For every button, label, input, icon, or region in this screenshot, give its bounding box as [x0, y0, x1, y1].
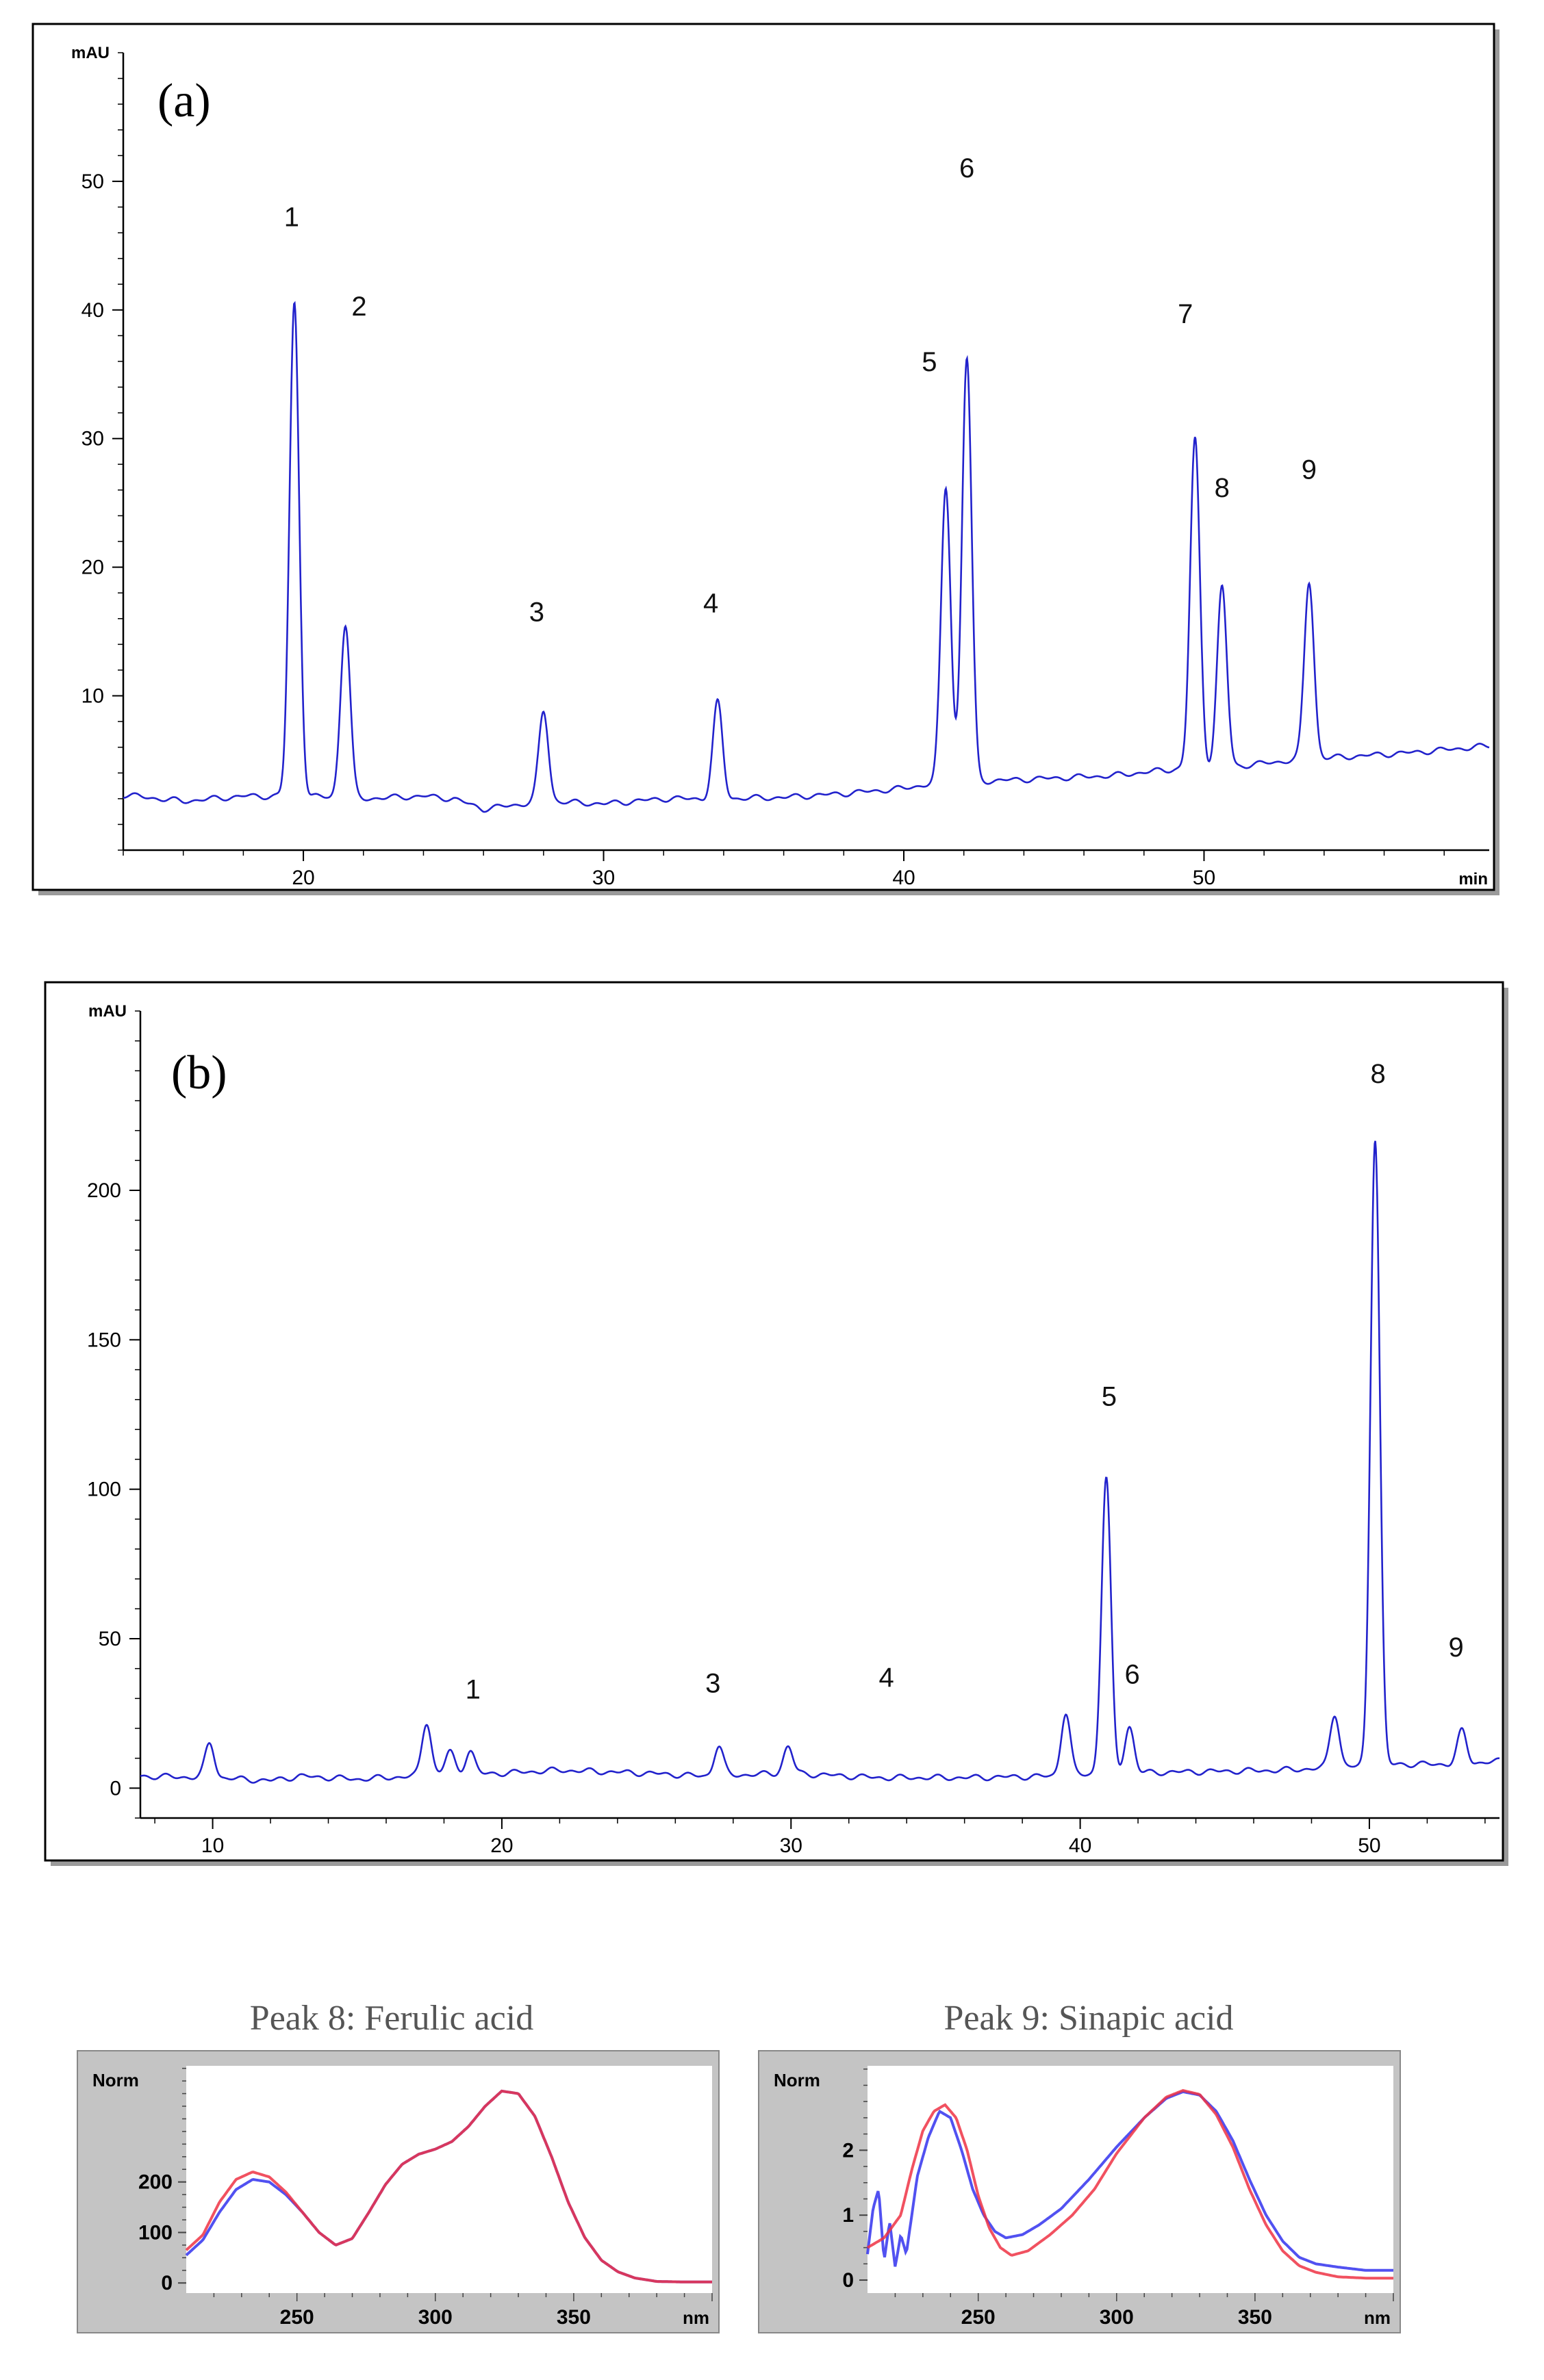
spectrum-title: Peak 8: Ferulic acid	[250, 1999, 533, 2038]
y-tick-label: 0	[110, 1777, 121, 1800]
y-tick-label: 20	[81, 556, 104, 579]
x-tick-label: 20	[490, 1834, 513, 1857]
chromatogram-b: 0 50 100 150 200 10 20 30 40 50 mAU (b) 1 3 4 5 6 8 9	[44, 981, 1508, 1866]
x-tick-label: 40	[892, 867, 915, 889]
x-axis-unit: nm	[683, 2307, 709, 2328]
y-tick-label: 0	[161, 2272, 173, 2294]
peak-number-label: 2	[351, 292, 366, 322]
signal-trace	[140, 1140, 1500, 1784]
x-tick-label: 30	[780, 1834, 802, 1857]
peak-number-label: 4	[879, 1663, 894, 1693]
panel-label: (b)	[171, 1047, 227, 1099]
x-axis-unit: min	[1458, 870, 1488, 888]
peak-number-label: 7	[1178, 299, 1193, 329]
x-tick-label: 20	[292, 867, 314, 889]
y-axis-unit: mAU	[71, 44, 110, 62]
y-tick-label: 50	[99, 1628, 121, 1650]
x-tick-label: 300	[1100, 2306, 1134, 2329]
peak-number-label: 1	[466, 1674, 481, 1704]
x-tick-label: 350	[1238, 2306, 1272, 2329]
peak-number-label: 8	[1370, 1059, 1385, 1089]
y-axis-unit: Norm	[92, 2070, 139, 2090]
y-axis-unit: mAU	[88, 1002, 127, 1021]
peak-number-label: 3	[529, 598, 544, 628]
peak-number-label: 6	[1125, 1660, 1140, 1690]
y-tick-label: 200	[87, 1179, 121, 1202]
spectrum-ferulic: Peak 8: Ferulic acid 0 100 200 250 300 350 Norm…	[77, 1999, 720, 2333]
peak-number-label: 1	[284, 203, 299, 233]
chart-frame	[31, 23, 1495, 891]
x-tick-label: 250	[961, 2306, 996, 2329]
y-tick-label: 2	[842, 2139, 854, 2162]
x-tick-label: 10	[201, 1834, 224, 1857]
y-axis-unit: Norm	[774, 2070, 820, 2090]
peak-number-label: 9	[1449, 1633, 1464, 1663]
x-tick-label: 50	[1358, 1834, 1380, 1857]
x-tick-label: 40	[1069, 1834, 1091, 1857]
y-tick-label: 1	[842, 2204, 854, 2227]
peak-number-label: 5	[922, 347, 937, 377]
x-tick-label: 50	[1193, 867, 1215, 889]
spectrum-series-0	[866, 2090, 1393, 2272]
peak-number-label: 4	[703, 588, 718, 618]
spectrum-series-1	[866, 2088, 1393, 2280]
y-tick-label: 10	[81, 685, 104, 708]
x-axis-unit: nm	[1364, 2307, 1391, 2328]
y-tick-label: 100	[87, 1479, 121, 1501]
chart-frame	[44, 981, 1504, 1862]
peak-number-label: 5	[1102, 1381, 1117, 1411]
y-tick-label: 30	[81, 428, 104, 450]
x-tick-label: 250	[280, 2306, 314, 2329]
peak-number-label: 8	[1215, 473, 1230, 503]
y-tick-label: 150	[87, 1329, 121, 1351]
spectrum-plot-area	[868, 2066, 1393, 2293]
panel-label: (a)	[157, 75, 211, 127]
peak-number-label: 9	[1302, 455, 1317, 485]
y-tick-label: 50	[81, 170, 104, 193]
spectrum-title: Peak 9: Sinapic acid	[944, 1999, 1233, 2038]
x-tick-label: 350	[557, 2306, 591, 2329]
spectrum-series-1	[185, 2089, 712, 2283]
spectrum-sinapic: Peak 9: Sinapic acid 0 1 2 250 300 350 Norm nm	[758, 1999, 1401, 2333]
y-tick-label: 200	[138, 2171, 173, 2194]
peak-number-label: 6	[959, 153, 974, 183]
signal-trace	[123, 300, 1490, 813]
spectrum-plot-area	[186, 2066, 712, 2293]
chromatogram-a: 10 20 30 40 50 20 30 40 50 mAU min (a) 1 2 3 4 5 6 7 8 9	[31, 23, 1499, 895]
x-tick-label: 30	[592, 867, 615, 889]
x-tick-label: 300	[418, 2306, 453, 2329]
y-tick-label: 0	[842, 2269, 854, 2292]
peak-number-label: 3	[705, 1669, 720, 1699]
y-tick-label: 100	[138, 2221, 173, 2244]
y-tick-label: 40	[81, 299, 104, 322]
